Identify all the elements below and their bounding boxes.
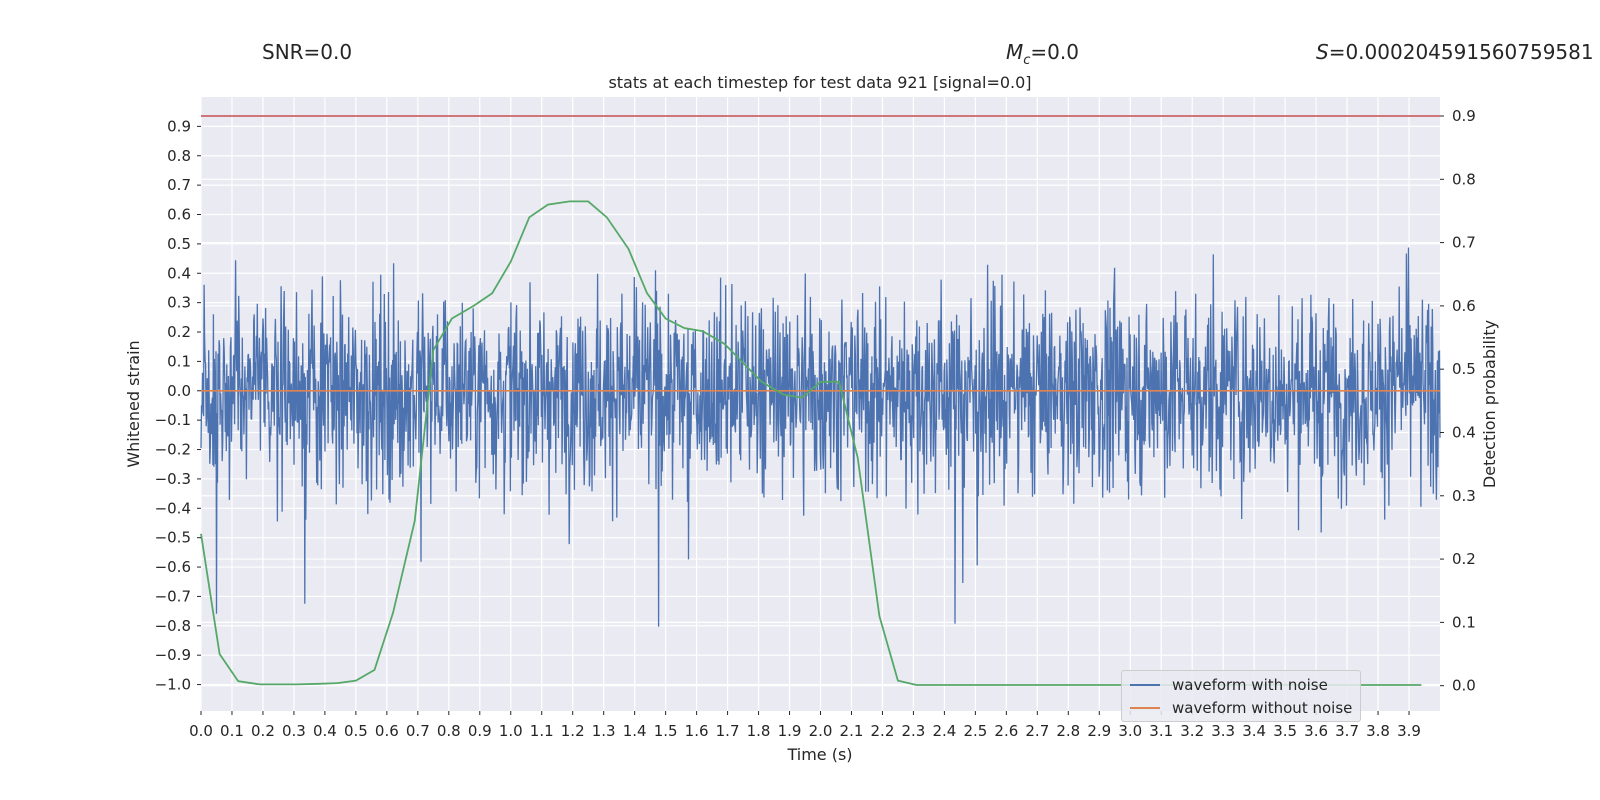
y-tick-label: −0.6	[155, 558, 191, 576]
s-value-label: S=0.000204591560759581	[1316, 40, 1594, 64]
x-tick-label: 0.6	[375, 722, 399, 740]
y-right-tick-label: 0.9	[1452, 107, 1476, 125]
legend-label-noise: waveform with noise	[1172, 676, 1328, 694]
y-tick-label: 0.5	[167, 235, 191, 253]
x-tick-label: 3.5	[1273, 722, 1297, 740]
y-tick-label: 0.9	[167, 117, 191, 135]
mc-symbol: M	[1006, 40, 1024, 64]
y-right-tick-label: 0.5	[1452, 360, 1476, 378]
y-tick-label: −0.8	[155, 617, 191, 635]
x-tick-label: 1.6	[685, 722, 709, 740]
x-tick-label: 2.3	[901, 722, 925, 740]
series-lines	[200, 115, 1440, 686]
y-tick-label: 0.2	[167, 323, 191, 341]
x-tick-label: 0.4	[313, 722, 337, 740]
series-waveform-with-noise	[200, 247, 1441, 627]
y-tick-label: 0.4	[167, 264, 191, 282]
chirp-mass-label: Mc=0.0	[1006, 40, 1079, 68]
y-tick-label: 0.1	[167, 352, 191, 370]
mc-subscript: c	[1023, 53, 1031, 68]
s-value: =0.000204591560759581	[1328, 40, 1594, 64]
y-tick-label: 0.0	[167, 382, 191, 400]
y-tick-label: −0.3	[155, 470, 191, 488]
x-tick-label: 1.2	[561, 722, 585, 740]
legend-label-clean: waveform without noise	[1172, 699, 1353, 717]
x-tick-label: 3.6	[1304, 722, 1328, 740]
legend-entry-clean: waveform without noise	[1130, 697, 1352, 719]
x-tick-label: 2.8	[1056, 722, 1080, 740]
x-tick-label: 1.9	[778, 722, 802, 740]
noise-waveform-line	[200, 247, 1441, 627]
x-tick-label: 1.0	[499, 722, 523, 740]
x-tick-label: 3.7	[1335, 722, 1359, 740]
y-tick-label: −0.7	[155, 587, 191, 605]
y-tick-label: −1.0	[155, 676, 191, 694]
y-tick-label: 0.6	[167, 206, 191, 224]
x-tick-label: 2.6	[994, 722, 1018, 740]
legend-swatch-noise	[1130, 684, 1160, 686]
x-tick-label: 1.3	[592, 722, 616, 740]
x-tick-label: 2.2	[871, 722, 895, 740]
y-right-tick-label: 0.0	[1452, 677, 1476, 695]
x-tick-label: 1.8	[747, 722, 771, 740]
y-tick-labels: 0.9 0.8 0.7 0.6 0.5 0.4 0.3 0.2 0.1 0.0 −0.1 −0.2 −0…	[155, 117, 201, 694]
y-tick-label: −0.9	[155, 646, 191, 664]
x-tick-label: 1.1	[530, 722, 554, 740]
snr-label: SNR=0.0	[262, 40, 353, 64]
legend-swatch-clean	[1130, 707, 1160, 709]
x-tick-labels: 0.0 0.1 0.2 0.3 0.4 0.5 0.6 0.7 0.8 0.9 1.0 1.1 1.2 1…	[189, 711, 1421, 740]
legend: waveform with noise waveform without noi…	[1121, 670, 1361, 722]
y-tick-label: 0.8	[167, 147, 191, 165]
mc-value: =0.0	[1030, 40, 1079, 64]
x-tick-label: 3.8	[1366, 722, 1390, 740]
x-tick-label: 2.0	[809, 722, 833, 740]
y-tick-label: −0.4	[155, 499, 191, 517]
x-tick-label: 3.9	[1397, 722, 1421, 740]
x-tick-label: 2.4	[932, 722, 956, 740]
chart-title: stats at each timestep for test data 921…	[608, 73, 1031, 92]
y-right-tick-label: 0.2	[1452, 550, 1476, 568]
x-tick-label: 3.0	[1118, 722, 1142, 740]
x-tick-label: 2.7	[1025, 722, 1049, 740]
y-right-tick-label: 0.4	[1452, 423, 1476, 441]
y-tick-label: −0.1	[155, 411, 191, 429]
y-right-axis-label: Detection probability	[1480, 320, 1499, 488]
x-tick-label: 0.5	[344, 722, 368, 740]
y-right-tick-labels: 0.9 0.8 0.7 0.6 0.5 0.4 0.3 0.2 0.1 0.0	[1440, 107, 1476, 695]
x-tick-label: 1.7	[716, 722, 740, 740]
x-tick-label: 3.1	[1149, 722, 1173, 740]
detection-probability-line	[200, 200, 1422, 686]
y-right-tick-label: 0.7	[1452, 234, 1476, 252]
x-tick-label: 2.5	[963, 722, 987, 740]
x-tick-label: 0.3	[282, 722, 306, 740]
x-tick-label: 0.2	[251, 722, 275, 740]
y-right-tick-label: 0.8	[1452, 170, 1476, 188]
x-tick-label: 0.0	[189, 722, 213, 740]
y-axis-label: Whitened strain	[124, 340, 143, 467]
x-tick-label: 2.1	[840, 722, 864, 740]
x-tick-label: 1.4	[623, 722, 647, 740]
x-tick-label: 1.5	[654, 722, 678, 740]
x-tick-label: 3.3	[1211, 722, 1235, 740]
x-axis-label: Time (s)	[786, 745, 852, 764]
x-tick-label: 2.9	[1087, 722, 1111, 740]
x-tick-label: 0.8	[437, 722, 461, 740]
x-tick-label: 0.9	[468, 722, 492, 740]
y-tick-label: 0.3	[167, 294, 191, 312]
x-tick-label: 3.4	[1242, 722, 1266, 740]
y-right-tick-label: 0.1	[1452, 613, 1476, 631]
y-tick-label: −0.5	[155, 529, 191, 547]
x-tick-label: 0.7	[406, 722, 430, 740]
x-tick-label: 0.1	[220, 722, 244, 740]
y-right-tick-label: 0.3	[1452, 487, 1476, 505]
s-symbol: S	[1316, 40, 1329, 64]
y-tick-label: −0.2	[155, 441, 191, 459]
x-tick-label: 3.2	[1180, 722, 1204, 740]
legend-entry-noise: waveform with noise	[1130, 674, 1328, 696]
y-tick-label: 0.7	[167, 176, 191, 194]
y-right-tick-label: 0.6	[1452, 297, 1476, 315]
